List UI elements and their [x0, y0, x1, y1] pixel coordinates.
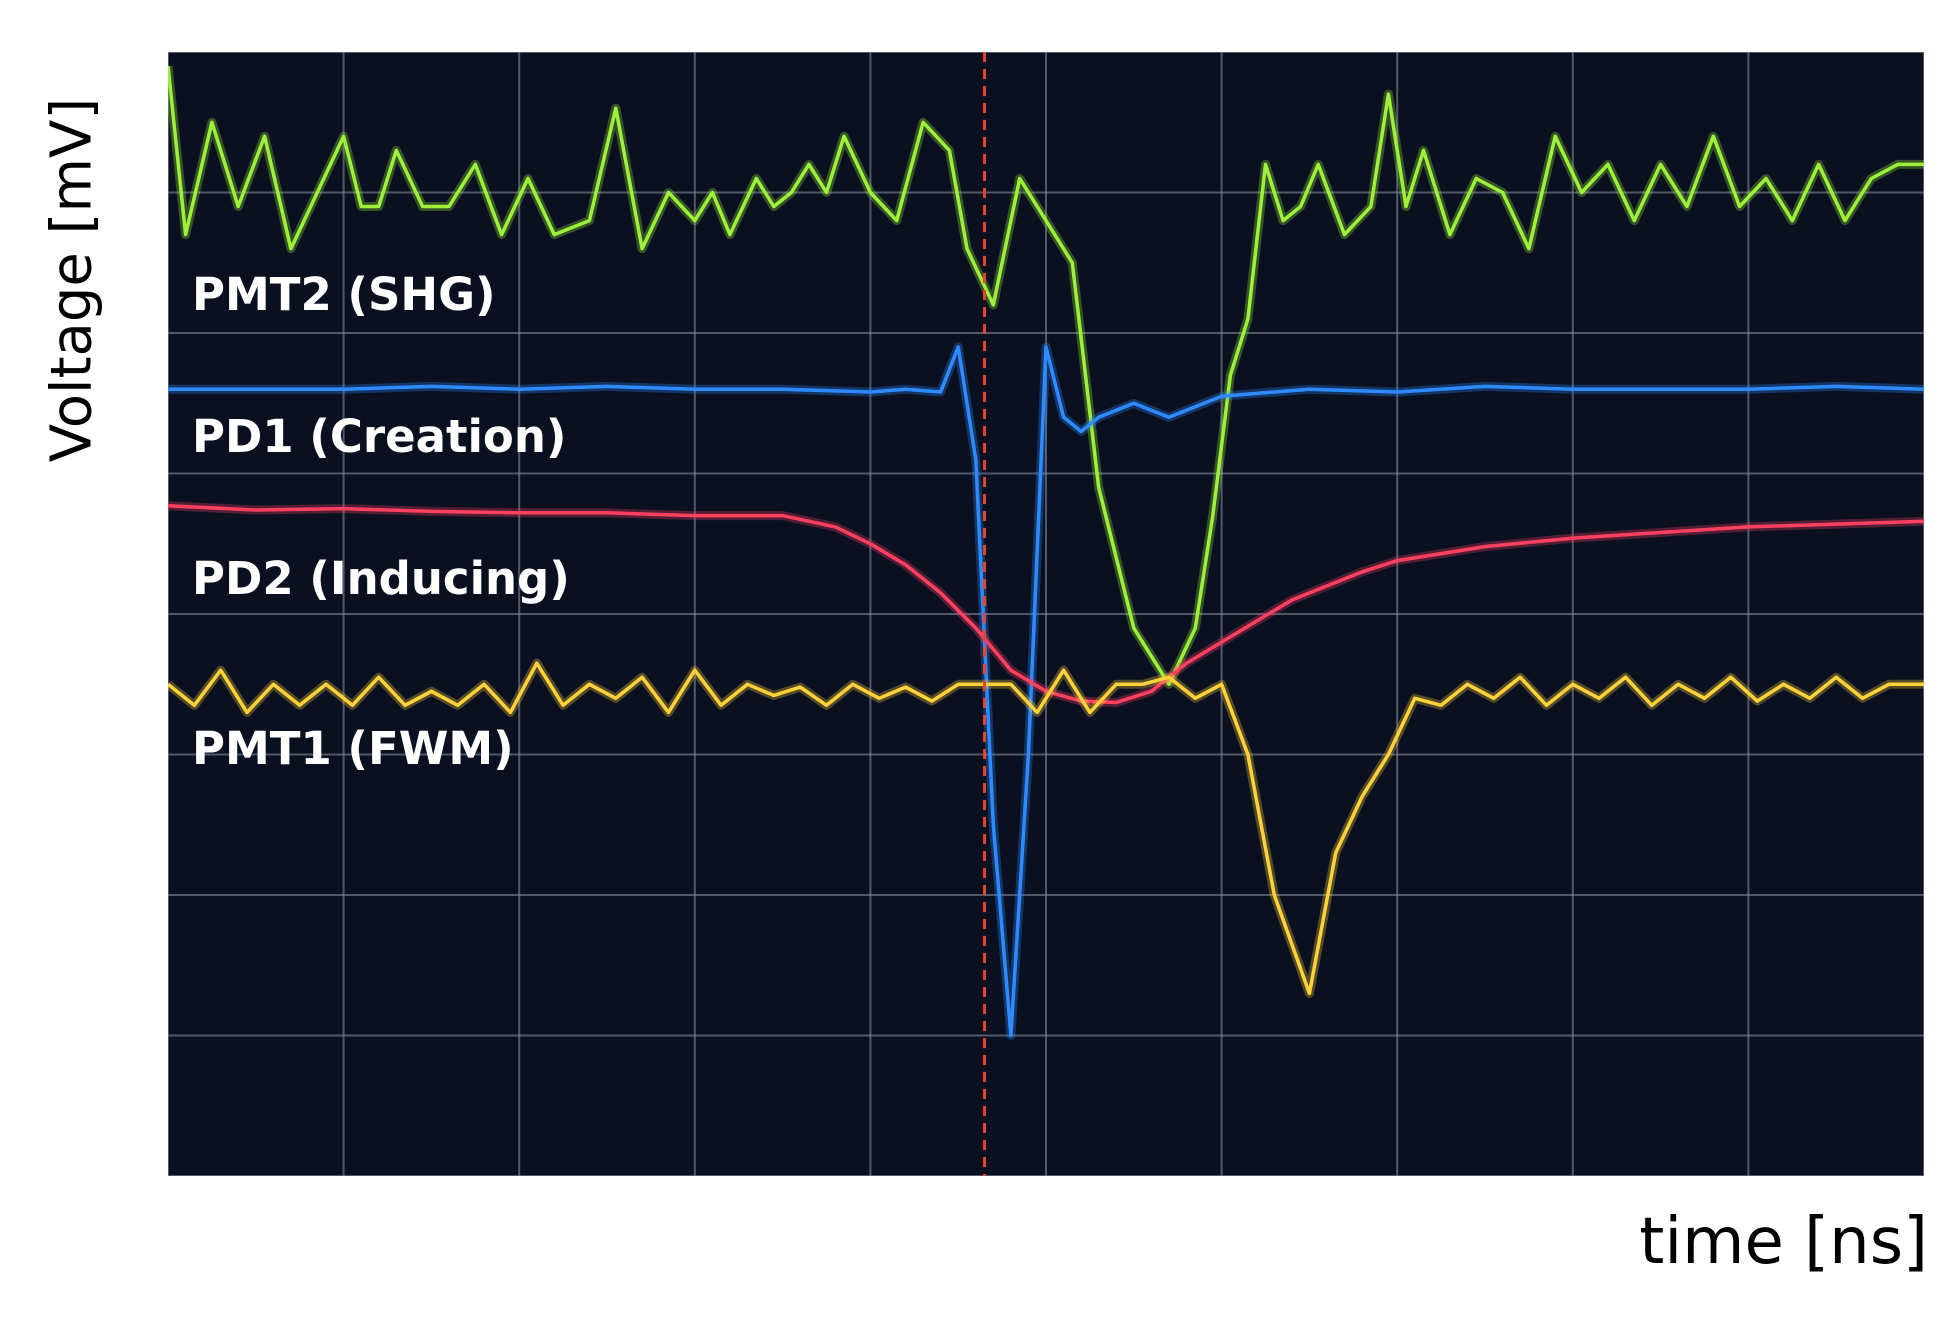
y-axis-label: Voltage [mV]	[39, 97, 105, 463]
series-line-0	[168, 65, 1924, 687]
series-line-1	[168, 345, 1924, 1038]
series-label-pmt1: PMT1 (FWM)	[192, 722, 514, 775]
oscilloscope-plot	[168, 52, 1924, 1176]
series-label-pd2: PD2 (Inducing)	[192, 552, 570, 605]
series-label-pmt2: PMT2 (SHG)	[192, 268, 496, 321]
series-line-3	[168, 661, 1924, 996]
x-axis-label: time [ns]	[1639, 1205, 1928, 1279]
grid	[168, 52, 1924, 1176]
series-label-pd1: PD1 (Creation)	[192, 410, 567, 463]
traces	[168, 65, 1924, 1040]
